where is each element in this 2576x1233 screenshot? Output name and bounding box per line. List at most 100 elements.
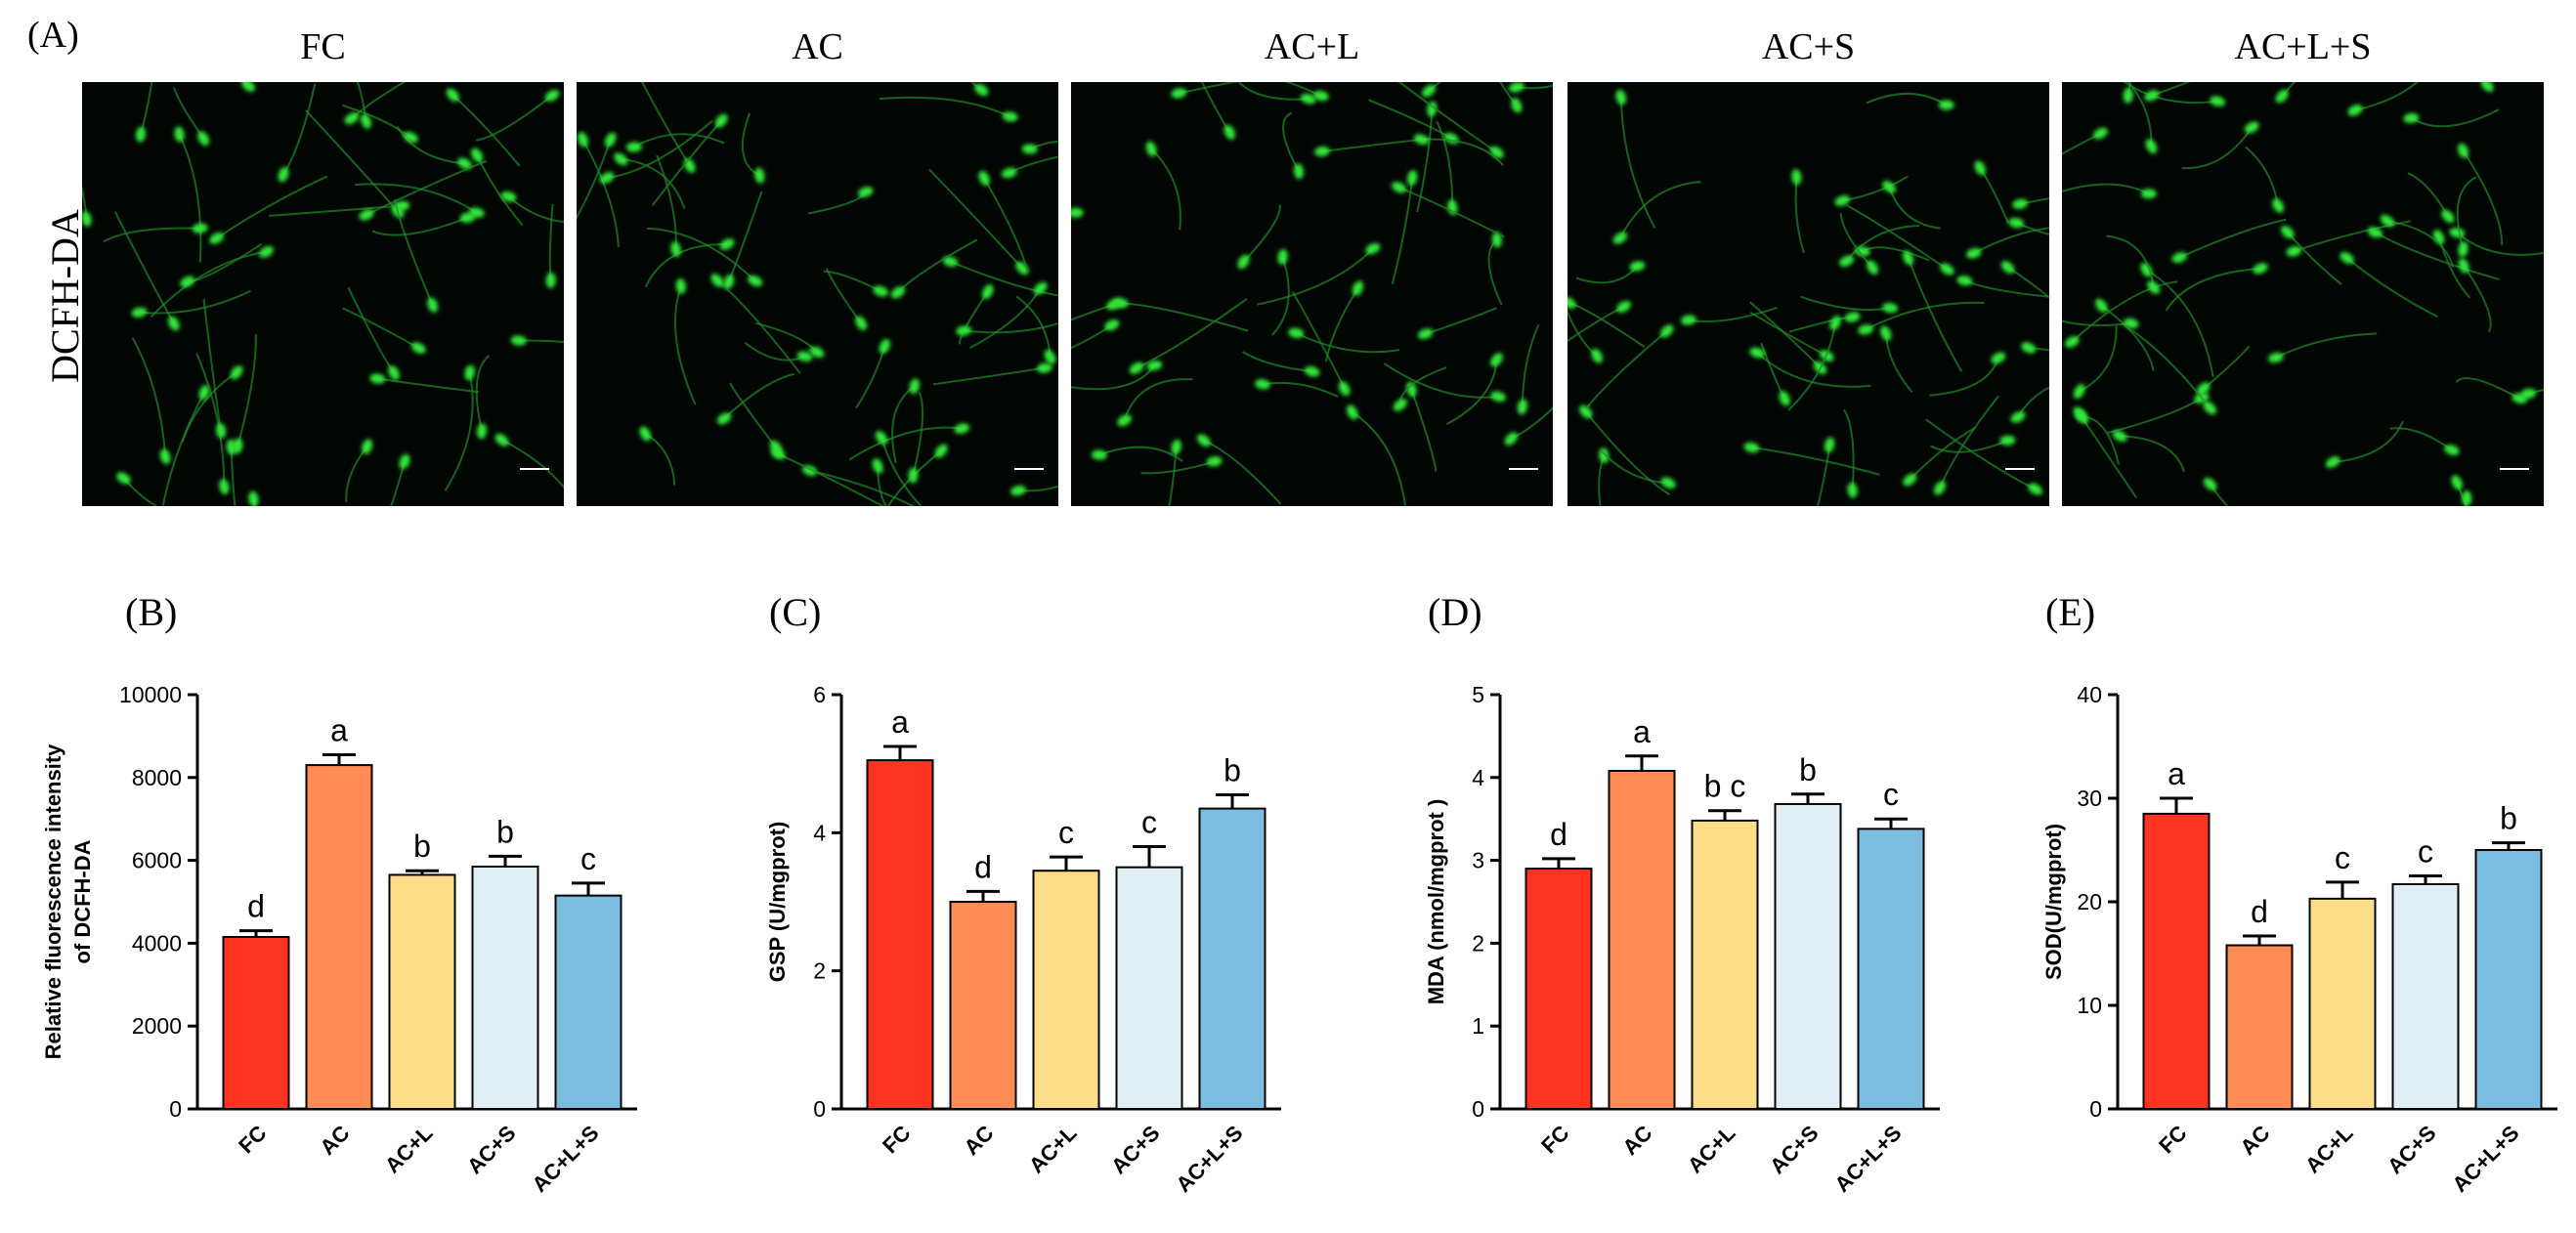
head <box>1509 82 1524 93</box>
head <box>544 90 560 102</box>
tail <box>880 437 923 506</box>
head <box>1146 361 1163 371</box>
head <box>2112 430 2127 443</box>
significance-letter: b c <box>1704 769 1746 804</box>
head <box>1304 365 1320 377</box>
head <box>1288 327 1305 338</box>
tail <box>230 446 236 506</box>
tail <box>1136 298 1248 369</box>
tail <box>518 339 564 343</box>
tail <box>1751 446 1880 476</box>
head <box>1365 242 1381 255</box>
head <box>116 472 131 485</box>
tail <box>356 82 367 122</box>
head <box>1743 442 1760 453</box>
head <box>1880 325 1892 341</box>
head <box>1346 404 1358 420</box>
head <box>2480 82 2494 93</box>
cells <box>577 82 1058 506</box>
head <box>359 209 374 221</box>
head <box>809 346 825 359</box>
bar <box>1524 868 1593 1111</box>
tail <box>1284 82 1322 97</box>
head <box>1171 439 1181 455</box>
significance-letter: d <box>247 889 265 924</box>
cells <box>1071 82 1553 506</box>
bar <box>388 873 456 1110</box>
head <box>2140 262 2153 277</box>
head <box>1338 381 1351 397</box>
head <box>1504 432 1519 446</box>
column-label: AC+L <box>1265 26 1359 67</box>
tail <box>2275 332 2378 359</box>
head <box>2520 388 2537 400</box>
head <box>362 439 373 454</box>
y-tick-label: 10000 <box>119 682 182 707</box>
head <box>1490 391 1506 403</box>
head <box>2462 490 2472 506</box>
micrograph <box>1071 82 1553 506</box>
head <box>1882 181 1897 193</box>
head <box>1681 315 1696 325</box>
tail <box>2062 132 2101 155</box>
y-tick-label: 4000 <box>132 930 182 956</box>
tail <box>1203 439 1282 505</box>
head <box>956 325 972 336</box>
tail <box>2294 220 2412 253</box>
significance-letter: a <box>330 712 348 747</box>
bar <box>2225 944 2294 1111</box>
column-label: AC+L+S <box>2235 26 2372 67</box>
significance-letter: a <box>2168 756 2185 791</box>
head <box>198 385 210 401</box>
head <box>2147 280 2161 294</box>
head <box>2076 409 2089 424</box>
tail <box>393 198 434 306</box>
head <box>1002 111 1018 122</box>
head <box>875 431 888 446</box>
head <box>855 316 868 331</box>
head <box>1858 324 1874 335</box>
tail <box>2079 325 2118 393</box>
tail <box>1865 301 1985 331</box>
tail <box>2062 183 2150 195</box>
head <box>233 438 243 454</box>
head <box>174 126 185 143</box>
tail <box>949 260 1058 297</box>
head <box>1407 170 1418 187</box>
head <box>1844 312 1861 322</box>
tail <box>2071 280 2178 343</box>
head <box>1902 250 1914 266</box>
tail <box>809 469 916 506</box>
x-tick-label: AC+L <box>1683 1121 1740 1178</box>
column-label: FC <box>300 26 345 67</box>
bar <box>2391 882 2460 1110</box>
tail <box>964 321 1058 334</box>
head <box>1293 163 1304 180</box>
tail <box>651 119 722 206</box>
y-tick-label: 4 <box>1472 765 1484 790</box>
tail <box>1071 323 1113 350</box>
row-label: DCFH-DA <box>43 209 87 383</box>
tail <box>2463 265 2492 333</box>
tail <box>1973 227 2049 255</box>
head <box>716 412 732 425</box>
head <box>2095 298 2108 313</box>
tail <box>1242 204 1281 263</box>
head <box>1591 348 1603 363</box>
head <box>2073 384 2085 399</box>
tail <box>879 96 1011 118</box>
tail <box>1445 360 1498 426</box>
head <box>1392 182 1407 193</box>
head <box>1145 141 1157 157</box>
tail <box>2456 232 2544 256</box>
head <box>872 458 883 474</box>
head <box>2272 198 2285 213</box>
y-tick-label: 6 <box>813 682 826 707</box>
head <box>2281 225 2295 239</box>
tail <box>2333 420 2404 464</box>
tail <box>656 154 677 250</box>
head <box>1660 477 1676 489</box>
tail <box>1521 323 1540 407</box>
significance-letter: b <box>1224 752 1241 787</box>
y-axis-label: of DCFH-DA <box>70 839 95 963</box>
